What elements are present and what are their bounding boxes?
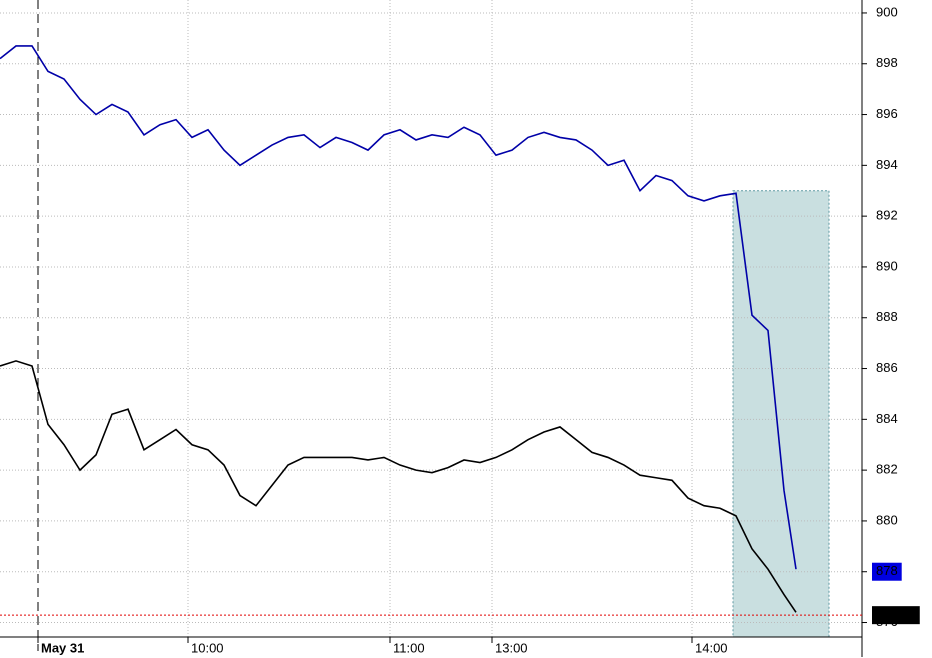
y-tick-label: 880 [876, 512, 898, 527]
x-tick-label: 13:00 [495, 640, 528, 655]
y-tick-label: 900 [876, 4, 898, 19]
y-tick-label: 894 [876, 157, 898, 172]
x-tick-label: 14:00 [695, 640, 728, 655]
price-line [0, 360, 797, 613]
highlight-region [732, 190, 830, 638]
y-tick-label: 892 [876, 208, 898, 223]
y-tick-label: 884 [876, 411, 898, 426]
price-line [0, 45, 797, 570]
price-tag-label: 878 [876, 563, 898, 578]
price-tag [872, 562, 902, 581]
y-tick-label: 888 [876, 309, 898, 324]
y-tick-label: 898 [876, 55, 898, 70]
y-tick-label: 896 [876, 106, 898, 121]
price-tag [872, 606, 920, 625]
y-tick-label: 886 [876, 360, 898, 375]
x-tick-label: May 31 [41, 640, 84, 655]
price-tag-label: 876.29 [876, 607, 916, 622]
x-tick-label: 10:00 [191, 640, 224, 655]
y-tick-label: 890 [876, 258, 898, 273]
x-tick-label: 11:00 [393, 640, 425, 655]
y-tick-label: 882 [876, 462, 898, 477]
